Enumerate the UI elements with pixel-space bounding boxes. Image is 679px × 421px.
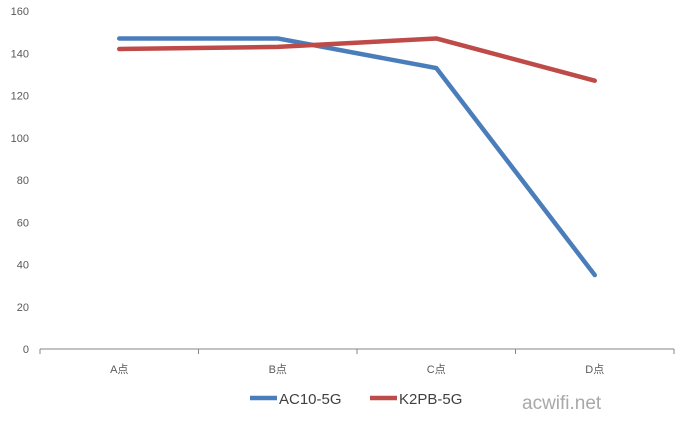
y-tick-label: 160 — [11, 6, 29, 18]
legend: AC10-5G K2PB-5G — [250, 391, 462, 408]
y-tick-label: 100 — [11, 133, 29, 145]
series-lines — [117, 36, 597, 278]
y-tick-label: 20 — [17, 302, 29, 314]
y-tick-label: 140 — [11, 48, 29, 60]
y-tick-label: 40 — [17, 260, 29, 272]
x-tick-label: C点 — [427, 363, 446, 376]
x-tick-label: A点 — [110, 363, 128, 376]
y-tick-label: 60 — [17, 217, 29, 229]
watermark-text: acwifi.net — [522, 393, 602, 414]
x-axis-ticks — [39, 349, 675, 354]
legend-label: AC10-5G — [279, 391, 342, 408]
x-axis-tick-labels: A点 B点 C点 D点 — [110, 363, 604, 376]
series-line-ac10-5g — [117, 36, 597, 278]
y-tick-label: 0 — [23, 344, 29, 356]
y-axis-tick-labels: 0 20 40 60 80 100 120 140 160 — [11, 6, 29, 356]
y-tick-label: 120 — [11, 91, 29, 103]
x-tick-label: B点 — [269, 363, 287, 376]
x-tick-label: D点 — [585, 363, 604, 376]
series-line-k2pb-5g — [117, 36, 597, 83]
y-tick-label: 80 — [17, 175, 29, 187]
legend-label: K2PB-5G — [399, 391, 462, 408]
